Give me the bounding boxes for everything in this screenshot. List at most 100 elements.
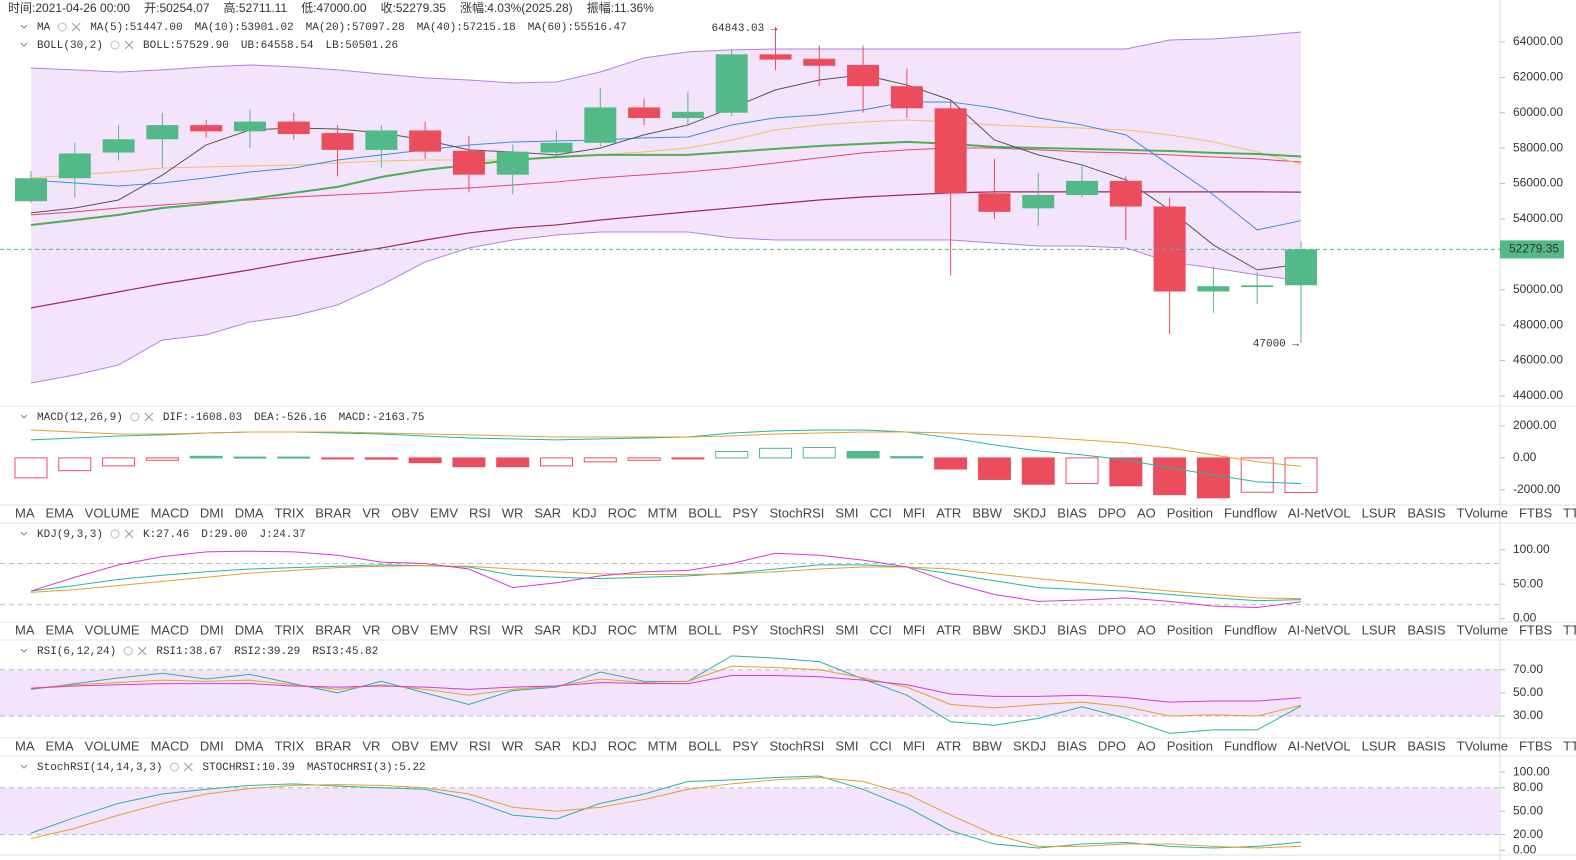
indicator-tab[interactable]: TRIX (275, 622, 305, 637)
indicator-tab[interactable]: BRAR (315, 505, 351, 520)
indicator-tab[interactable]: SKDJ (1013, 622, 1046, 637)
indicator-tab[interactable]: VR (362, 738, 380, 753)
indicator-tab[interactable]: ATR (936, 738, 961, 753)
indicator-tab[interactable]: VOLUME (85, 505, 140, 520)
indicator-tab[interactable]: BRAR (315, 622, 351, 637)
indicator-tab[interactable]: TRIX (275, 505, 305, 520)
indicator-tab[interactable]: DMI (200, 622, 224, 637)
indicator-tab[interactable]: SAR (534, 738, 561, 753)
indicator-tab[interactable]: DPO (1098, 505, 1126, 520)
indicator-tab[interactable]: EMA (46, 622, 75, 637)
indicator-tab[interactable]: TTSI (1563, 738, 1576, 753)
indicator-tab[interactable]: EMV (430, 622, 459, 637)
indicator-tab[interactable]: EMA (46, 738, 75, 753)
indicator-tab[interactable]: LSUR (1362, 505, 1397, 520)
indicator-tab[interactable]: TVolume (1457, 505, 1508, 520)
indicator-tab[interactable]: KDJ (572, 505, 597, 520)
indicator-tab[interactable]: Fundflow (1224, 738, 1277, 753)
indicator-tab[interactable]: AI-NetVOL (1288, 505, 1351, 520)
indicator-tab[interactable]: ROC (608, 738, 637, 753)
indicator-tab[interactable]: CCI (870, 738, 892, 753)
indicator-tab[interactable]: TTSI (1563, 622, 1576, 637)
indicator-tab[interactable]: SMI (835, 622, 858, 637)
indicator-tab[interactable]: AI-NetVOL (1288, 622, 1351, 637)
indicator-tab[interactable]: WR (502, 622, 524, 637)
indicator-tab[interactable]: SKDJ (1013, 505, 1046, 520)
indicator-tab[interactable]: AO (1137, 738, 1156, 753)
indicator-tab[interactable]: Position (1167, 622, 1213, 637)
indicator-tab[interactable]: AO (1137, 505, 1156, 520)
indicator-tab[interactable]: MTM (648, 505, 678, 520)
indicator-tab[interactable]: MACD (151, 505, 189, 520)
indicator-tab[interactable]: MA (15, 622, 35, 637)
indicator-tab[interactable]: MFI (903, 622, 925, 637)
indicator-tab[interactable]: OBV (391, 738, 419, 753)
indicator-tab[interactable]: MFI (903, 738, 925, 753)
indicator-tab[interactable]: SMI (835, 738, 858, 753)
indicator-tab[interactable]: BASIS (1407, 505, 1446, 520)
indicator-tab[interactable]: EMV (430, 505, 459, 520)
indicator-tab[interactable]: BBW (972, 738, 1002, 753)
indicator-tab[interactable]: PSY (732, 622, 758, 637)
indicator-tab[interactable]: MA (15, 505, 35, 520)
indicator-tab[interactable]: VOLUME (85, 622, 140, 637)
indicator-tab[interactable]: MTM (648, 738, 678, 753)
indicator-tab[interactable]: DPO (1098, 738, 1126, 753)
indicator-tab[interactable]: Fundflow (1224, 622, 1277, 637)
indicator-tab[interactable]: ROC (608, 505, 637, 520)
indicator-tab[interactable]: RSI (469, 622, 491, 637)
indicator-tab[interactable]: ATR (936, 622, 961, 637)
indicator-tab[interactable]: BOLL (688, 622, 721, 637)
indicator-tab[interactable]: BASIS (1407, 622, 1446, 637)
indicator-tab[interactable]: PSY (732, 738, 758, 753)
indicator-tab[interactable]: TTSI (1563, 505, 1576, 520)
indicator-tab[interactable]: MACD (151, 622, 189, 637)
indicator-tab[interactable]: DPO (1098, 622, 1126, 637)
indicator-tab[interactable]: KDJ (572, 738, 597, 753)
indicator-tab[interactable]: BOLL (688, 738, 721, 753)
indicator-tab[interactable]: RSI (469, 738, 491, 753)
indicator-tab[interactable]: LSUR (1362, 738, 1397, 753)
indicator-tab[interactable]: SAR (534, 505, 561, 520)
indicator-tab[interactable]: TRIX (275, 738, 305, 753)
indicator-tab[interactable]: SAR (534, 622, 561, 637)
indicator-tab[interactable]: EMA (46, 505, 75, 520)
indicator-tab[interactable]: StochRSI (769, 622, 824, 637)
indicator-tab[interactable]: DMA (235, 622, 264, 637)
indicator-tab[interactable]: AO (1137, 622, 1156, 637)
indicator-tab[interactable]: StochRSI (769, 505, 824, 520)
indicator-tab[interactable]: BIAS (1057, 738, 1087, 753)
indicator-tab[interactable]: KDJ (572, 622, 597, 637)
indicator-tab[interactable]: TVolume (1457, 738, 1508, 753)
indicator-tab[interactable]: DMA (235, 738, 264, 753)
indicator-tab[interactable]: Position (1167, 505, 1213, 520)
indicator-tab[interactable]: FTBS (1519, 622, 1553, 637)
indicator-tab[interactable]: LSUR (1362, 622, 1397, 637)
indicator-tab[interactable]: CCI (870, 622, 892, 637)
indicator-tab[interactable]: PSY (732, 505, 758, 520)
indicator-tab[interactable]: BBW (972, 622, 1002, 637)
indicator-tab[interactable]: RSI (469, 505, 491, 520)
indicator-tab[interactable]: FTBS (1519, 738, 1553, 753)
indicator-tab[interactable]: OBV (391, 622, 419, 637)
indicator-tab[interactable]: TVolume (1457, 622, 1508, 637)
indicator-tab[interactable]: SKDJ (1013, 738, 1046, 753)
indicator-tab[interactable]: BOLL (688, 505, 721, 520)
indicator-tab[interactable]: WR (502, 738, 524, 753)
indicator-tab[interactable]: MACD (151, 738, 189, 753)
indicator-tab[interactable]: BBW (972, 505, 1002, 520)
indicator-tab[interactable]: ROC (608, 622, 637, 637)
indicator-tab[interactable]: Fundflow (1224, 505, 1277, 520)
indicator-tab[interactable]: VOLUME (85, 738, 140, 753)
indicator-tab[interactable]: AI-NetVOL (1288, 738, 1351, 753)
indicator-tab[interactable]: MTM (648, 622, 678, 637)
indicator-tab[interactable]: BRAR (315, 738, 351, 753)
indicator-tab[interactable]: ATR (936, 505, 961, 520)
indicator-tab[interactable]: MFI (903, 505, 925, 520)
indicator-tab[interactable]: Position (1167, 738, 1213, 753)
indicator-tab[interactable]: DMA (235, 505, 264, 520)
indicator-tab[interactable]: EMV (430, 738, 459, 753)
indicator-tab[interactable]: BIAS (1057, 505, 1087, 520)
indicator-tab[interactable]: DMI (200, 505, 224, 520)
indicator-tab[interactable]: CCI (870, 505, 892, 520)
